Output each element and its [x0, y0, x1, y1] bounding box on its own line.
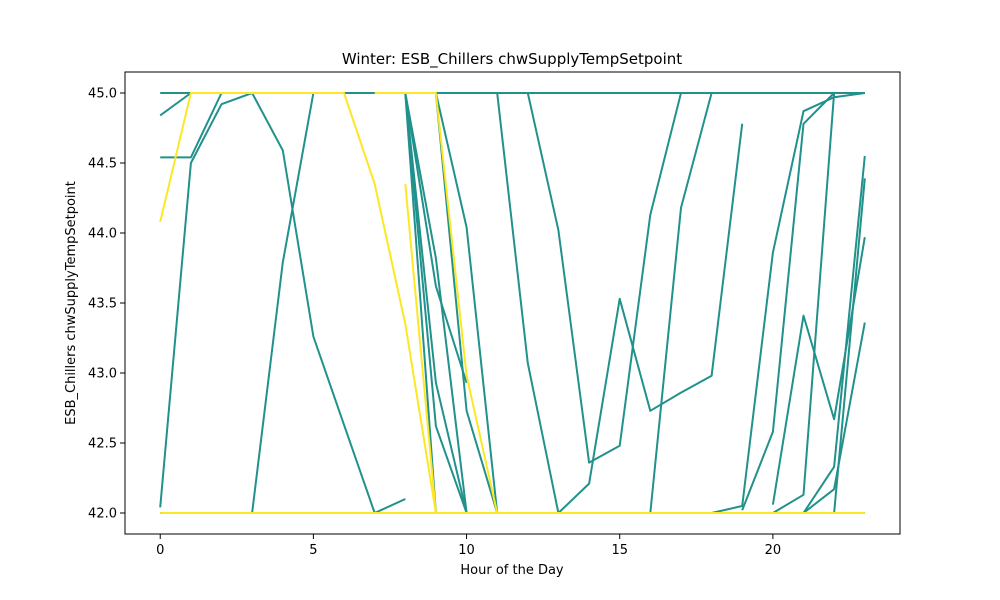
x-tick-label-4: 20	[765, 543, 782, 558]
y-tick-label-4: 44.0	[88, 227, 117, 242]
y-tick-label-2: 43.0	[88, 367, 117, 382]
y-axis: 42.0 42.5 43.0 43.5 44.0 44.5 45.0	[88, 87, 125, 522]
series-line-17	[771, 237, 866, 505]
series-line-19	[802, 155, 866, 514]
x-axis: 0 5 10 15 20	[156, 534, 781, 558]
series-line-21	[833, 178, 866, 514]
y-tick-label-5: 44.5	[88, 157, 117, 172]
series-line-4	[159, 92, 406, 514]
x-tick-label-0: 0	[156, 543, 164, 558]
x-tick-label-2: 10	[458, 543, 475, 558]
series-line-23	[159, 92, 437, 514]
y-tick-label-1: 42.5	[88, 437, 117, 452]
series-line-15	[711, 92, 865, 514]
series-line-24	[404, 183, 437, 514]
x-tick-label-1: 5	[309, 543, 317, 558]
y-tick-label-3: 43.5	[88, 297, 117, 312]
y-tick-label-6: 45.0	[88, 87, 117, 102]
x-tick-label-3: 15	[611, 543, 628, 558]
series-line-5	[251, 92, 468, 514]
series-line-9	[404, 92, 437, 514]
series-line-8	[404, 92, 468, 384]
series-line-20	[802, 322, 866, 514]
y-tick-label-0: 42.0	[88, 507, 117, 522]
series-layer	[159, 92, 866, 514]
series-line-14	[649, 92, 865, 514]
y-axis-label: ESB_Chillers chwSupplyTempSetpoint	[64, 181, 79, 425]
series-line-6	[404, 92, 468, 514]
series-line-13	[557, 123, 744, 514]
series-line-25	[374, 92, 499, 514]
x-axis-label: Hour of the Day	[460, 563, 564, 578]
chart-title: Winter: ESB_Chillers chwSupplyTempSetpoi…	[342, 50, 682, 69]
series-line-18	[772, 92, 865, 514]
